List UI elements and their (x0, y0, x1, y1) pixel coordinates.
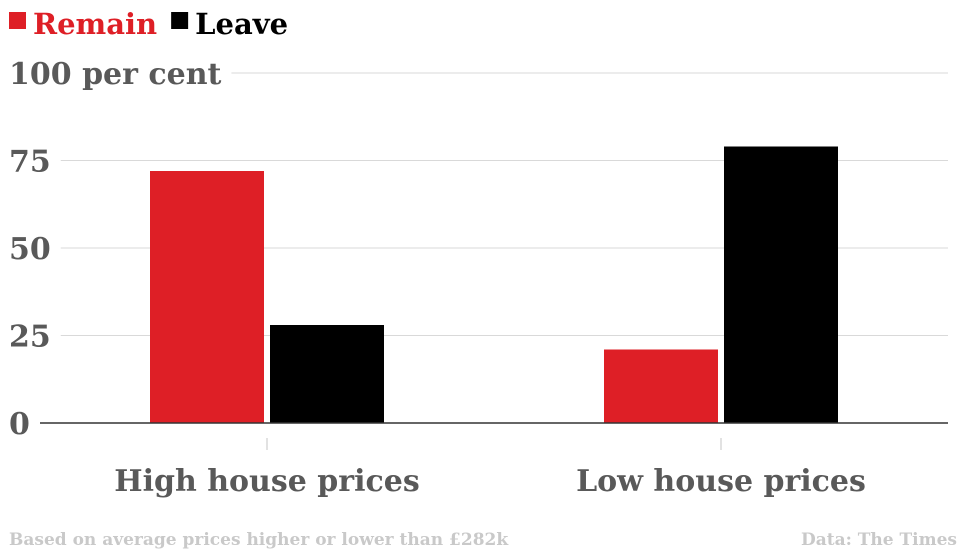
legend-swatch-leave (171, 12, 189, 29)
footer-source: Data: The Times (801, 530, 957, 550)
y-tick-label: 50 (9, 232, 51, 267)
y-tick-label: 25 (9, 320, 51, 355)
y-axis-ticks: 0 25 50 75 100 per cent (9, 57, 222, 442)
x-axis (40, 422, 948, 450)
bar-leave-0 (270, 325, 384, 423)
bar-remain-0 (150, 171, 264, 423)
bar-leave-1 (724, 146, 838, 423)
category-label: Low house prices (576, 464, 866, 499)
chart-legend: Remain Leave (9, 7, 288, 41)
bars (150, 146, 838, 423)
legend-swatch-remain (9, 12, 26, 29)
legend-label-remain: Remain (33, 7, 157, 41)
y-tick-label: 100 per cent (9, 57, 222, 92)
category-labels: High house prices Low house prices (114, 464, 866, 499)
y-tick-label: 75 (9, 145, 51, 180)
bar-remain-1 (604, 349, 718, 423)
category-label: High house prices (114, 464, 419, 499)
footer-note: Based on average prices higher or lower … (9, 530, 509, 550)
y-tick-label: 0 (9, 407, 30, 442)
legend-label-leave: Leave (195, 7, 288, 41)
